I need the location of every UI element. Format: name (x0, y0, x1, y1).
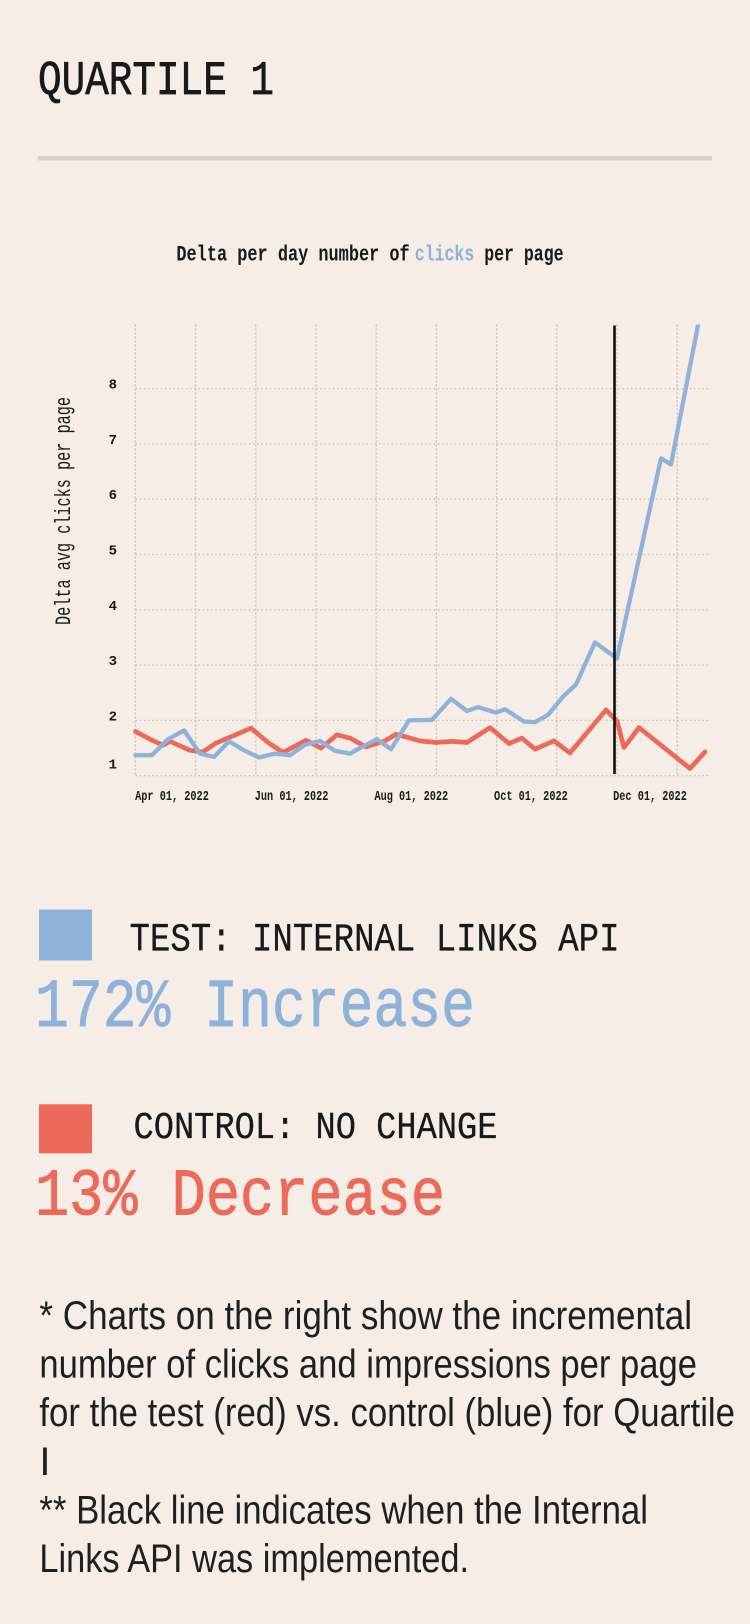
svg-text:Delta per day number of: Delta per day number of (176, 242, 409, 267)
svg-text:1: 1 (109, 758, 117, 774)
svg-text:** Black line indicates when t: ** Black line indicates when the Interna… (39, 1488, 648, 1532)
svg-text:Links API was implemented.: Links API was implemented. (39, 1537, 469, 1581)
svg-text:172% Increase: 172% Increase (35, 969, 475, 1047)
svg-text:Dec 01, 2022: Dec 01, 2022 (613, 790, 687, 805)
svg-text:Aug 01, 2022: Aug 01, 2022 (374, 790, 448, 805)
svg-text:number of clicks and impressio: number of clicks and impressions per pag… (39, 1343, 697, 1387)
svg-text:Delta avg clicks per page: Delta avg clicks per page (52, 397, 77, 625)
svg-text:7: 7 (109, 433, 117, 449)
svg-text:* Charts on the right show the: * Charts on the right show the increment… (39, 1294, 692, 1338)
svg-text:Jun 01, 2022: Jun 01, 2022 (255, 790, 329, 805)
svg-text:6: 6 (109, 488, 117, 504)
svg-text:CONTROL: NO CHANGE: CONTROL: NO CHANGE (134, 1107, 498, 1150)
svg-text:3: 3 (109, 654, 117, 670)
svg-text:for the test (red) vs. control: for the test (red) vs. control (blue) fo… (39, 1391, 735, 1435)
svg-text:I: I (39, 1440, 50, 1484)
svg-text:TEST: INTERNAL LINKS API: TEST: INTERNAL LINKS API (130, 918, 620, 963)
svg-text:per page: per page (484, 242, 563, 267)
svg-text:clicks: clicks (415, 242, 475, 267)
svg-text:Oct 01, 2022: Oct 01, 2022 (494, 790, 568, 805)
svg-text:8: 8 (109, 378, 117, 394)
svg-text:13% Decrease: 13% Decrease (35, 1159, 445, 1235)
svg-text:4: 4 (109, 599, 117, 615)
svg-text:QUARTILE 1: QUARTILE 1 (38, 54, 274, 109)
svg-text:Apr 01, 2022: Apr 01, 2022 (135, 790, 209, 805)
svg-text:5: 5 (109, 544, 117, 560)
svg-text:2: 2 (109, 709, 117, 725)
